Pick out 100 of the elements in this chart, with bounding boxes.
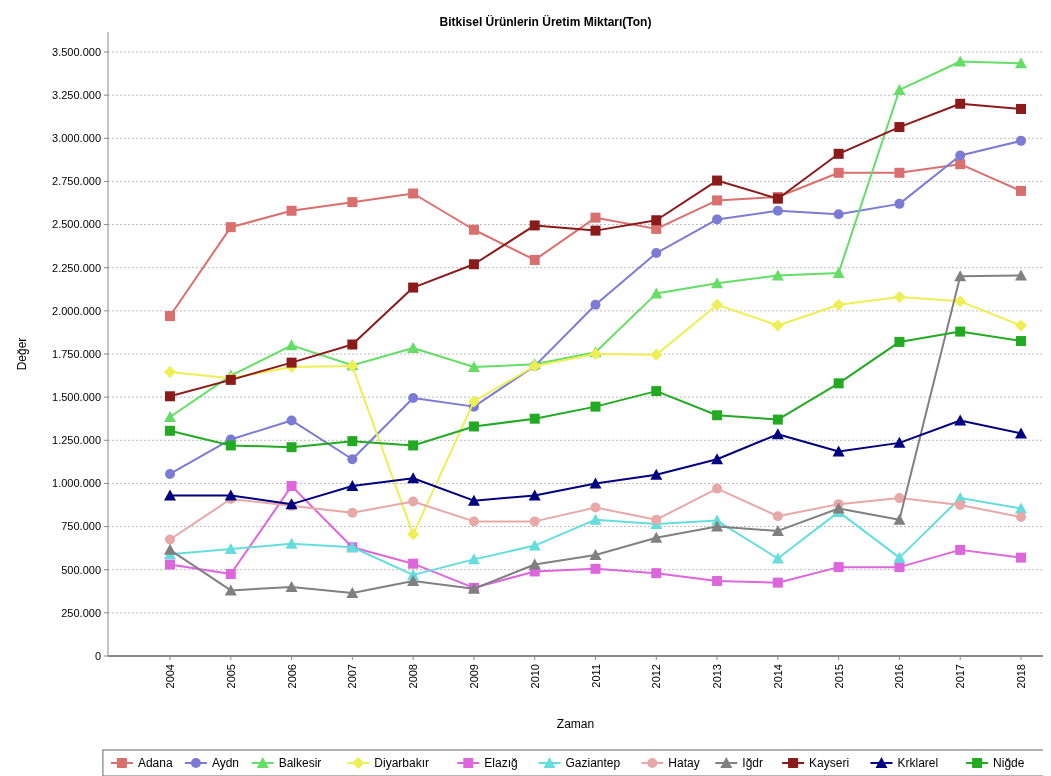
y-tick-label: 2.250.000 bbox=[52, 261, 101, 274]
x-axis-title: Zaman bbox=[556, 717, 595, 731]
point bbox=[651, 215, 662, 226]
x-tick-label: 2011 bbox=[589, 664, 602, 688]
y-tick-label: 3.000.000 bbox=[52, 132, 101, 145]
point bbox=[772, 205, 783, 216]
point bbox=[1015, 57, 1027, 69]
point bbox=[833, 378, 844, 389]
point bbox=[833, 209, 844, 220]
point bbox=[408, 393, 419, 404]
point bbox=[164, 543, 176, 555]
point bbox=[529, 516, 540, 527]
point bbox=[894, 562, 905, 573]
point bbox=[833, 148, 844, 159]
x-tick-label: 2016 bbox=[893, 664, 906, 689]
y-tick-label: 3.250.000 bbox=[52, 88, 101, 101]
x-tick-label: 2004 bbox=[164, 664, 176, 689]
legend-label: Diyarbakır bbox=[374, 756, 429, 771]
point bbox=[893, 436, 906, 448]
legend-label: Iğdr bbox=[742, 756, 763, 771]
y-tick-label: 750.000 bbox=[61, 520, 101, 533]
point bbox=[467, 395, 480, 408]
point bbox=[650, 468, 663, 480]
x-tick-label: 2015 bbox=[832, 664, 845, 689]
point bbox=[529, 413, 540, 424]
y-tick-label: 2.750.000 bbox=[52, 175, 101, 188]
x-tick-label: 2013 bbox=[711, 664, 724, 689]
y-tick-label: 0 bbox=[94, 649, 101, 662]
x-tick-label: 2007 bbox=[346, 664, 359, 689]
point bbox=[772, 577, 783, 588]
point bbox=[286, 357, 297, 368]
point bbox=[771, 524, 784, 536]
legend-label: Krklarel bbox=[897, 756, 939, 771]
point bbox=[650, 348, 663, 361]
point bbox=[894, 198, 905, 209]
x-tick-label: 2005 bbox=[224, 664, 237, 689]
point bbox=[893, 291, 906, 304]
legend-label: Niğde bbox=[993, 756, 1025, 771]
point bbox=[468, 421, 479, 432]
point bbox=[894, 336, 905, 347]
legend-label: Adana bbox=[137, 756, 173, 771]
point bbox=[528, 489, 541, 501]
point bbox=[1016, 512, 1026, 523]
point bbox=[408, 558, 419, 569]
point bbox=[711, 298, 724, 311]
point bbox=[954, 270, 967, 282]
point bbox=[651, 223, 662, 234]
point bbox=[408, 440, 419, 451]
point bbox=[224, 543, 237, 555]
point bbox=[712, 175, 723, 186]
point bbox=[832, 445, 845, 457]
point bbox=[650, 531, 663, 543]
y-tick-label: 2.500.000 bbox=[52, 218, 101, 231]
point bbox=[1016, 103, 1026, 114]
point bbox=[164, 366, 176, 379]
point bbox=[955, 150, 966, 161]
point bbox=[771, 319, 784, 332]
point bbox=[165, 311, 175, 322]
y-tick-label: 1.750.000 bbox=[52, 347, 101, 360]
legend-label: Elazığ bbox=[484, 756, 518, 771]
point bbox=[833, 562, 844, 573]
point bbox=[286, 415, 297, 426]
legend-label: Balkesir bbox=[278, 756, 322, 771]
point bbox=[408, 282, 419, 293]
point bbox=[528, 539, 541, 551]
point bbox=[408, 496, 419, 507]
point bbox=[225, 569, 236, 580]
point bbox=[650, 287, 663, 299]
point bbox=[894, 493, 905, 504]
point bbox=[772, 511, 783, 522]
point bbox=[165, 391, 175, 402]
point bbox=[712, 214, 723, 225]
point bbox=[165, 425, 175, 436]
point bbox=[164, 489, 176, 501]
point bbox=[589, 513, 602, 525]
point bbox=[954, 55, 967, 67]
point bbox=[589, 549, 602, 561]
point bbox=[224, 489, 237, 501]
point bbox=[225, 440, 236, 451]
x-tick-label: 2012 bbox=[650, 664, 663, 689]
y-tick-label: 500.000 bbox=[61, 563, 101, 576]
point bbox=[590, 401, 601, 412]
point bbox=[468, 516, 479, 527]
point bbox=[712, 575, 723, 586]
point bbox=[893, 551, 906, 563]
y-tick-label: 250.000 bbox=[61, 606, 101, 619]
chart-title: Bitkisel Ürünlerin Üretim Miktarı(Ton) bbox=[439, 14, 652, 29]
point bbox=[467, 553, 480, 565]
point bbox=[955, 326, 966, 337]
point bbox=[286, 442, 297, 453]
point bbox=[712, 195, 723, 206]
point bbox=[590, 563, 601, 574]
point bbox=[528, 558, 541, 570]
point bbox=[590, 212, 601, 223]
point bbox=[955, 159, 966, 170]
point bbox=[590, 502, 601, 513]
point bbox=[1016, 552, 1026, 563]
x-tick-label: 2018 bbox=[1015, 664, 1027, 689]
point bbox=[529, 254, 540, 265]
point bbox=[346, 587, 359, 599]
